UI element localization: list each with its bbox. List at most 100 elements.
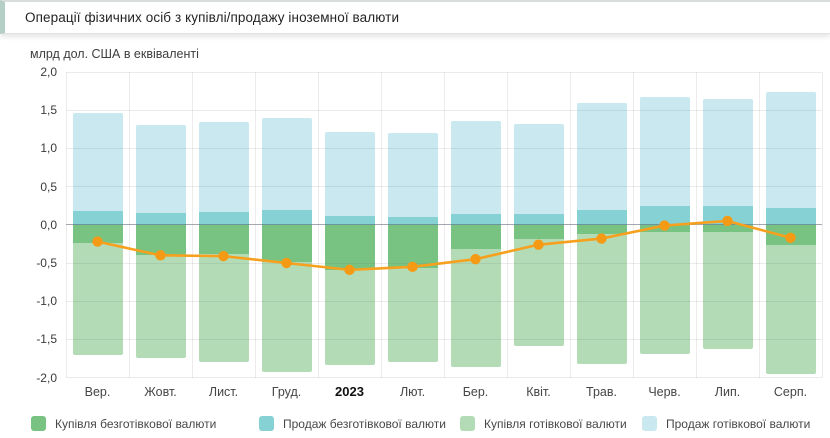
net-point[interactable] [785, 232, 796, 243]
x-tick-label: Квіт. [526, 385, 551, 399]
bar-segment-sell-cash[interactable] [261, 117, 312, 211]
horizontal-gridline [66, 147, 822, 149]
bar-segment-sell-noncash[interactable] [198, 211, 249, 225]
horizontal-gridline [66, 186, 822, 188]
bar-segment-sell-cash[interactable] [702, 98, 753, 206]
bar-segment-sell-noncash[interactable] [576, 209, 627, 225]
x-tick-label: Груд. [271, 385, 302, 399]
bar-segment-sell-cash[interactable] [198, 122, 249, 212]
horizontal-gridline [66, 377, 822, 379]
net-point[interactable] [596, 233, 607, 244]
horizontal-gridline [66, 300, 822, 302]
bar-segment-buy-noncash[interactable] [576, 224, 627, 234]
x-tick-label: Серп. [773, 385, 808, 399]
bar-segment-sell-noncash[interactable] [261, 210, 312, 225]
bar-segment-sell-cash[interactable] [387, 133, 438, 218]
bar-segment-buy-cash[interactable] [450, 249, 501, 367]
bar-segment-buy-noncash[interactable] [702, 224, 753, 232]
horizontal-gridline [66, 71, 822, 73]
net-point[interactable] [533, 239, 544, 250]
bar-segment-buy-noncash[interactable] [450, 224, 501, 250]
net-point[interactable] [281, 257, 292, 269]
bar-segment-sell-noncash[interactable] [324, 215, 375, 225]
horizontal-gridline [66, 338, 822, 340]
legend-label: Купівля безготівкової валюти [55, 416, 217, 431]
bar-segment-sell-noncash[interactable] [702, 205, 753, 225]
y-tick-label: 2,0 [40, 65, 57, 79]
net-point[interactable] [407, 261, 418, 273]
bar-segment-sell-noncash[interactable] [639, 205, 690, 225]
bar-segment-sell-cash[interactable] [324, 132, 375, 216]
legend-label: Продаж готівкової валюти [666, 416, 811, 431]
x-tick-label: Трав. [586, 385, 617, 399]
bar-segment-buy-noncash[interactable] [198, 224, 249, 254]
bar-segment-sell-cash[interactable] [576, 102, 627, 210]
net-point[interactable] [659, 220, 670, 231]
y-tick-label: 1,5 [40, 103, 57, 118]
y-tick-label: -2,0 [36, 370, 57, 385]
bar-segment-buy-cash[interactable] [639, 232, 690, 354]
bar-segment-sell-cash[interactable] [135, 124, 186, 213]
bar-segment-buy-cash[interactable] [765, 245, 816, 374]
bar-segment-buy-cash[interactable] [135, 254, 186, 359]
bar-segment-sell-cash[interactable] [72, 113, 123, 212]
bar-segment-buy-noncash[interactable] [261, 224, 312, 263]
widget-title-bar: Операції фізичних осіб з купівлі/продажу… [0, 0, 830, 34]
bar-segment-buy-cash[interactable] [261, 262, 312, 373]
bar-segment-buy-cash[interactable] [576, 233, 627, 364]
net-point[interactable] [218, 250, 229, 262]
x-tick-label: 2023 [335, 384, 364, 399]
y-tick-label: 0,5 [40, 179, 57, 194]
x-tick-label: Черв. [648, 385, 681, 399]
bar-segment-sell-noncash[interactable] [387, 217, 438, 225]
legend-item[interactable]: Купівля безготівкової валюти [31, 416, 216, 431]
legend-label: Продаж безготівкової валюти [283, 416, 446, 431]
bar-segment-sell-noncash[interactable] [72, 211, 123, 225]
bar-segment-sell-cash[interactable] [639, 97, 690, 206]
bar-segment-buy-cash[interactable] [513, 238, 564, 346]
bar-segment-sell-cash[interactable] [765, 91, 816, 208]
bar-segment-buy-noncash[interactable] [387, 224, 438, 269]
bar-segment-sell-cash[interactable] [513, 123, 564, 215]
legend-item[interactable]: Продаж готівкової валюти [642, 416, 810, 431]
x-tick-label: Лист. [208, 385, 239, 399]
legend-item[interactable]: Продаж безготівкової валюти [259, 416, 446, 431]
legend-label: Купівля готівкової валюти [484, 416, 627, 431]
net-line [96, 219, 792, 272]
bar-segment-sell-noncash[interactable] [450, 214, 501, 225]
x-tick-label: Лют. [399, 385, 426, 399]
bar-segment-sell-noncash[interactable] [765, 207, 816, 225]
bar-segment-buy-cash[interactable] [387, 268, 438, 363]
legend-swatch [31, 416, 46, 431]
bar-segment-buy-cash[interactable] [324, 269, 375, 366]
net-point[interactable] [92, 236, 103, 247]
legend-swatch [460, 416, 475, 431]
y-tick-label: 1,0 [40, 141, 57, 156]
net-balance-line-layer [92, 215, 796, 276]
horizontal-gridline [66, 109, 822, 111]
bar-segment-buy-noncash[interactable] [324, 224, 375, 270]
bar-segment-sell-noncash[interactable] [513, 214, 564, 225]
bar-segment-buy-noncash[interactable] [72, 224, 123, 244]
x-tick-label: Вер. [84, 385, 111, 399]
bar-segment-buy-cash[interactable] [198, 253, 249, 362]
bar-segment-buy-noncash[interactable] [513, 224, 564, 239]
net-point[interactable] [470, 253, 481, 265]
x-tick-label: Жовт. [144, 385, 177, 399]
net-point[interactable] [722, 215, 733, 227]
y-tick-label: -1,5 [36, 332, 57, 347]
y-tick-label: 0,0 [40, 217, 57, 232]
legend-item[interactable]: Купівля готівкової валюти [460, 416, 627, 431]
bar-segment-buy-cash[interactable] [72, 243, 123, 355]
bar-segment-sell-noncash[interactable] [135, 212, 186, 225]
net-point[interactable] [155, 250, 166, 261]
net-point[interactable] [344, 264, 355, 276]
x-tick-label: Бер. [462, 385, 489, 399]
y-tick-label: -1,0 [36, 294, 57, 309]
x-tick-label: Лип. [714, 385, 741, 399]
y-axis-unit-label: млрд дол. США в еквіваленті [30, 47, 199, 61]
bar-segment-buy-cash[interactable] [702, 231, 753, 350]
bar-segment-sell-cash[interactable] [450, 120, 501, 215]
bar-segment-buy-noncash[interactable] [135, 224, 186, 255]
